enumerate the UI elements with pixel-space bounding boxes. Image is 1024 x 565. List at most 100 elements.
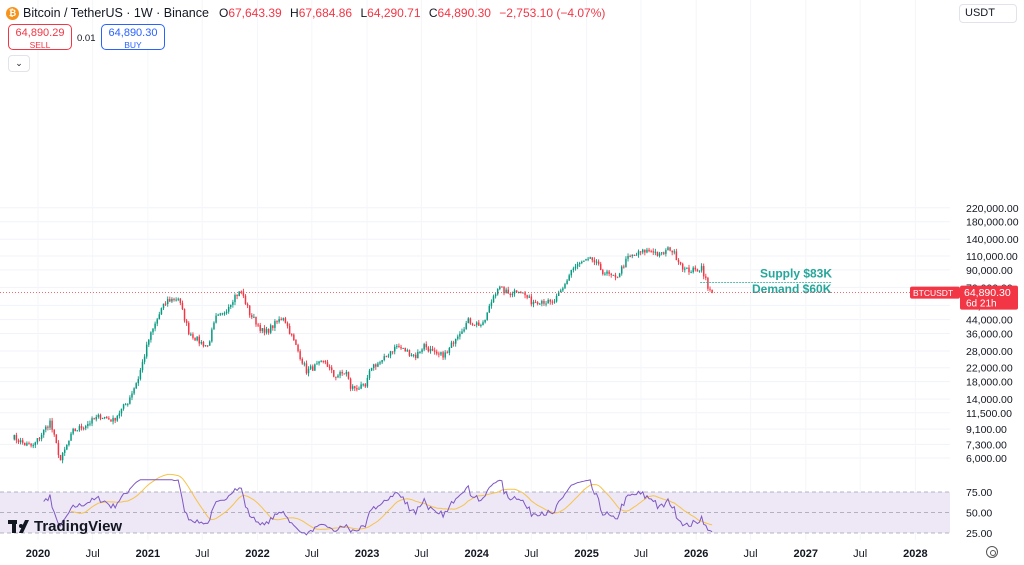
candle-body xyxy=(330,367,333,371)
buy-button[interactable]: 64,890.30 BUY xyxy=(101,24,165,50)
candle-body xyxy=(488,305,491,313)
candle-body xyxy=(45,426,47,430)
candle-body xyxy=(471,323,474,325)
time-tick-label: 2022 xyxy=(245,548,269,560)
candle-body xyxy=(387,355,390,357)
rsi-tick-label: 50.00 xyxy=(966,508,992,520)
candle-body xyxy=(314,364,316,371)
candle-body xyxy=(179,298,182,303)
symbol-tag-bg xyxy=(910,286,960,299)
rsi-moving-average-line xyxy=(70,473,713,530)
candle-body xyxy=(501,286,503,288)
candle-body xyxy=(95,417,98,420)
candle-body xyxy=(463,329,465,332)
candle-body xyxy=(496,289,499,295)
price-tick-label: 180,000.00 xyxy=(966,217,1019,229)
collapse-chevron-icon[interactable]: ⌄ xyxy=(8,55,30,72)
candle-body xyxy=(549,299,552,302)
candle-body xyxy=(274,321,276,328)
tradingview-mark-icon xyxy=(8,519,30,534)
buy-price: 64,890.30 xyxy=(108,27,158,39)
candle-body xyxy=(650,251,652,253)
candle-body xyxy=(660,252,663,254)
candle-body xyxy=(667,247,669,251)
candle-body xyxy=(42,429,45,435)
candle-body xyxy=(663,252,665,254)
candle-body xyxy=(652,251,655,253)
candle-body xyxy=(692,267,694,273)
supply-annotation: Supply $83K xyxy=(760,267,832,281)
candle-body xyxy=(429,348,432,352)
candle-body xyxy=(539,303,541,305)
sell-button[interactable]: 64,890.29 SELL xyxy=(8,24,72,50)
candle-body xyxy=(606,271,608,274)
candle-body xyxy=(364,384,367,387)
candle-body xyxy=(587,258,589,260)
price-tag-bg xyxy=(960,285,1018,310)
candle-body xyxy=(431,348,434,351)
candle-body xyxy=(288,326,291,335)
candle-body xyxy=(602,270,604,275)
candle-body xyxy=(19,440,22,443)
candle-body xyxy=(47,426,49,428)
candle-body xyxy=(499,286,501,290)
candle-body xyxy=(341,371,343,374)
candle-body xyxy=(74,428,76,432)
price-tick-label: 18,000.00 xyxy=(966,377,1013,389)
candle-body xyxy=(103,417,106,419)
candle-body xyxy=(507,289,509,294)
candle-body xyxy=(454,338,457,344)
candle-body xyxy=(156,319,158,324)
candle-body xyxy=(400,346,402,349)
candle-body xyxy=(223,313,226,315)
price-tick-label: 14,000.00 xyxy=(966,394,1013,406)
candle-body xyxy=(316,363,318,365)
candle-body xyxy=(192,334,194,338)
symbol-title[interactable]: Bitcoin / TetherUS · 1W · Binance xyxy=(23,6,209,20)
candle-body xyxy=(473,324,476,326)
candle-body xyxy=(118,413,121,416)
candle-body xyxy=(84,426,87,429)
candle-body xyxy=(707,277,709,289)
candle-body xyxy=(711,289,713,293)
candle-body xyxy=(293,334,295,340)
candle-body xyxy=(480,325,482,327)
price-tick-label: 22,000.00 xyxy=(966,363,1013,375)
candle-body xyxy=(681,263,684,270)
candle-body xyxy=(513,290,516,294)
candle-body xyxy=(639,251,642,253)
candle-body xyxy=(698,270,701,272)
candle-body xyxy=(164,303,167,305)
candle-body xyxy=(307,368,310,374)
candle-body xyxy=(34,442,37,446)
candle-body xyxy=(232,302,234,305)
candle-body xyxy=(257,324,259,326)
candle-body xyxy=(154,323,156,329)
settings-gear-icon[interactable] xyxy=(986,546,998,558)
candle-body xyxy=(625,258,627,268)
candle-body xyxy=(177,298,179,300)
candle-body xyxy=(217,314,219,316)
candle-body xyxy=(131,393,133,398)
price-tick-label: 7,300.00 xyxy=(966,439,1007,451)
candle-body xyxy=(196,336,198,341)
time-tick-label: 2028 xyxy=(903,548,927,560)
candle-body xyxy=(658,253,661,256)
candle-body xyxy=(30,443,32,446)
candle-body xyxy=(248,305,251,316)
candle-body xyxy=(347,371,350,379)
candle-body xyxy=(278,319,280,322)
candle-body xyxy=(106,417,108,419)
candle-body xyxy=(684,268,686,270)
candle-body xyxy=(597,261,600,264)
currency-selector[interactable]: USDT xyxy=(959,4,1017,23)
candle-body xyxy=(406,350,409,352)
candle-body xyxy=(526,295,528,298)
candle-body xyxy=(339,371,341,376)
candle-body xyxy=(143,356,146,362)
candle-body xyxy=(679,262,682,264)
candle-body xyxy=(637,251,640,255)
price-axis: 220,000.00 180,000.00 140,000.00 110,000.00… xyxy=(966,203,1019,465)
candle-body xyxy=(141,361,144,371)
